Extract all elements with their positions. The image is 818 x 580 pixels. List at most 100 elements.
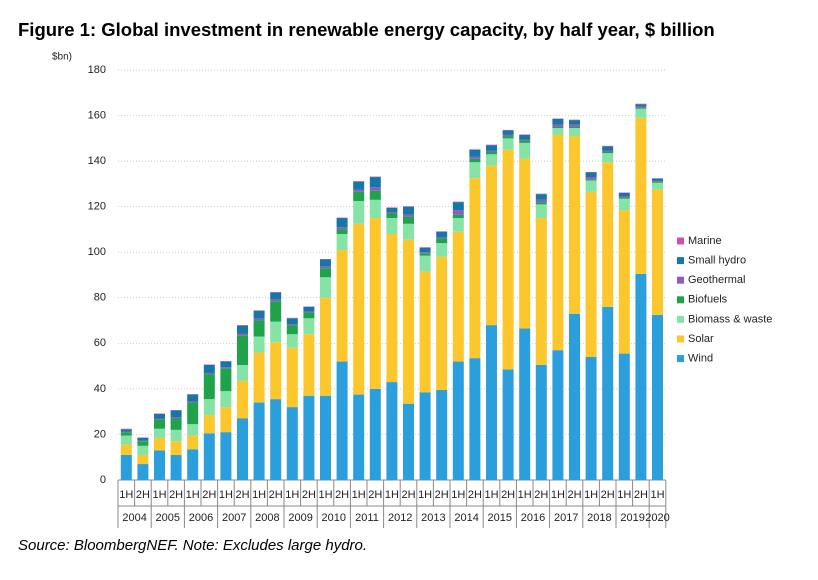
bar-segment [452, 210, 464, 215]
legend-swatch [677, 335, 684, 343]
bar-segment [618, 198, 630, 211]
x-group-label: 2014 [454, 512, 478, 524]
bar-segment [320, 259, 331, 267]
bar-segment [336, 249, 348, 362]
bar-segment [602, 152, 614, 154]
bar-segment [386, 382, 398, 480]
bar-segment [386, 213, 398, 219]
x-group-label: 2006 [189, 512, 213, 524]
bar-segment [253, 320, 265, 337]
bar-segment [569, 124, 580, 127]
bar-segment [403, 223, 414, 240]
bar-segment [253, 402, 265, 480]
bar-segment [519, 139, 531, 141]
bar-segment [486, 165, 497, 326]
bar-segment [618, 193, 630, 197]
bar-segment [652, 189, 663, 315]
bar-segment [585, 172, 597, 178]
bar-segment [652, 180, 663, 182]
x-tick-label: 2H [501, 489, 515, 501]
bar-segment [535, 204, 547, 219]
bar-segment [436, 231, 448, 238]
bar-segment [519, 140, 531, 143]
bar-segment [320, 266, 331, 269]
bar-segment [203, 374, 215, 400]
bar-segment [303, 312, 315, 319]
bar-segment [569, 120, 580, 125]
bar-segment [170, 418, 182, 430]
bar-segment [569, 313, 580, 480]
bar-segment [154, 437, 165, 451]
x-tick-label: 2H [136, 489, 150, 501]
bar-segment [187, 402, 199, 425]
bar-segment [120, 429, 132, 432]
bar-segment [436, 243, 448, 257]
bar-segment [602, 306, 614, 480]
bar-segment [452, 231, 464, 362]
x-tick-label: 2H [169, 489, 183, 501]
bar-segment [419, 253, 431, 256]
bar-segment [286, 323, 298, 326]
bar-segment [585, 179, 597, 181]
bar-segment [502, 130, 514, 135]
x-tick-label: 2H [302, 489, 316, 501]
bar-segment [203, 433, 215, 480]
legend-swatch [677, 257, 684, 265]
bar-segment [519, 328, 531, 480]
bar-segment [469, 178, 481, 359]
bar-segment [585, 191, 597, 357]
x-tick-label: 2H [335, 489, 349, 501]
y-tick-label: 60 [94, 337, 106, 349]
bar-segment [469, 149, 481, 157]
bar-segment [353, 191, 365, 201]
legend-swatch [677, 315, 684, 323]
legend-label: Biomass & waste [688, 313, 772, 325]
bar-segment [552, 134, 564, 351]
bar-segment [120, 431, 132, 433]
bar-segment [336, 229, 348, 234]
bar-segment [502, 149, 514, 370]
x-tick-label: 1H [518, 489, 532, 501]
bar-segment [270, 299, 282, 302]
bar-segment [535, 194, 547, 200]
bar-segment [270, 292, 282, 300]
bar-segment [336, 218, 348, 228]
bar-segment [535, 218, 547, 365]
bar-segment [436, 237, 448, 239]
x-group-label: 2015 [488, 512, 512, 524]
source: Source: BloombergNEF. Note: Excludes lar… [18, 537, 367, 554]
bar-segment [486, 150, 497, 152]
bar-segment [170, 454, 182, 480]
bar-segment [120, 444, 132, 455]
bar-segment [469, 158, 481, 163]
bar-segment [203, 415, 215, 434]
bar-segment [170, 441, 182, 455]
bar-segment [436, 256, 448, 391]
bar-segment [635, 108, 647, 118]
bar-segment [652, 181, 663, 183]
bar-segment [270, 301, 282, 322]
x-group-label: 2010 [322, 512, 346, 524]
x-group-label: 2019 [620, 512, 644, 524]
bar-segment [386, 207, 398, 213]
x-tick-label: 1H [219, 489, 233, 501]
bar-segment [137, 464, 149, 480]
bar-segment [552, 126, 564, 129]
bar-segment [452, 218, 464, 232]
legend-swatch [677, 276, 684, 284]
x-tick-label: 1H [285, 489, 299, 501]
bar-segment [187, 424, 199, 436]
legend-label: Marine [688, 235, 722, 247]
bar-segment [635, 107, 647, 109]
bar-segment [602, 162, 614, 307]
bar-segment [336, 234, 348, 250]
bar-segment [237, 380, 248, 419]
bar-segment [220, 361, 232, 368]
bar-segment [419, 255, 431, 272]
x-group-label: 2020 [645, 512, 669, 524]
bar-segment [353, 189, 365, 192]
bar-segment [403, 239, 414, 404]
x-tick-label: 1H [617, 489, 631, 501]
bar-segment [154, 413, 165, 419]
bar-segment [237, 333, 248, 336]
